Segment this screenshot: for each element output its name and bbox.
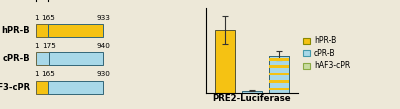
Text: 940: 940	[96, 43, 110, 49]
Text: 1: 1	[34, 15, 39, 21]
Bar	[269, 58, 289, 61]
Bar	[215, 30, 235, 93]
Text: 1: 1	[34, 71, 39, 77]
Text: 930: 930	[96, 71, 110, 77]
Text: hAF3-cPR: hAF3-cPR	[0, 83, 30, 92]
Text: 165: 165	[41, 71, 55, 77]
Bar	[49, 52, 103, 65]
Bar	[36, 81, 48, 94]
Bar	[269, 56, 289, 93]
Bar	[48, 81, 103, 94]
Bar	[48, 24, 103, 37]
Text: 1: 1	[34, 43, 39, 49]
Bar	[269, 88, 289, 90]
Text: cPR-B: cPR-B	[2, 54, 30, 63]
X-axis label: PRE2-Luciferase: PRE2-Luciferase	[213, 94, 291, 103]
Text: 165: 165	[41, 15, 55, 21]
Bar	[269, 80, 289, 83]
Text: hPR-B: hPR-B	[2, 26, 30, 35]
Bar	[36, 52, 49, 65]
Bar	[242, 91, 262, 93]
Text: 175: 175	[42, 43, 56, 49]
Bar	[269, 56, 289, 93]
Bar	[269, 73, 289, 75]
Bar	[36, 24, 48, 37]
Legend: hPR-B, cPR-B, hAF3-cPR: hPR-B, cPR-B, hAF3-cPR	[302, 35, 352, 72]
Text: 933: 933	[96, 15, 110, 21]
Bar	[269, 66, 289, 68]
